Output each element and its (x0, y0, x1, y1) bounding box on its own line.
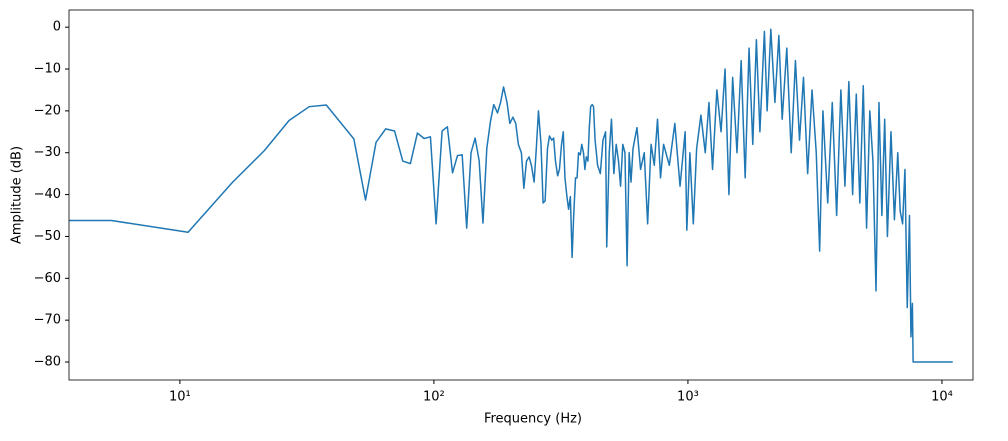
x-tick-label: 10² (423, 390, 445, 405)
y-tick-label: −60 (34, 271, 61, 286)
y-tick-label: −30 (34, 145, 61, 160)
y-tick-label: −50 (34, 229, 61, 244)
y-tick-label: −70 (34, 313, 61, 328)
y-axis-label: Amplitude (dB) (10, 146, 25, 244)
y-tick-label: −40 (34, 187, 61, 202)
y-tick-label: 0 (53, 20, 61, 35)
x-axis-label: Frequency (Hz) (484, 412, 582, 427)
y-tick-label: −10 (34, 62, 61, 77)
line-series (69, 28, 953, 363)
y-tick-label: −80 (34, 355, 61, 370)
x-tick-label: 10¹ (169, 390, 191, 405)
x-tick-label: 10³ (677, 390, 699, 405)
plot-frame (68, 9, 974, 381)
y-tick-label: −20 (34, 103, 61, 118)
x-tick-label: 10⁴ (931, 390, 953, 405)
